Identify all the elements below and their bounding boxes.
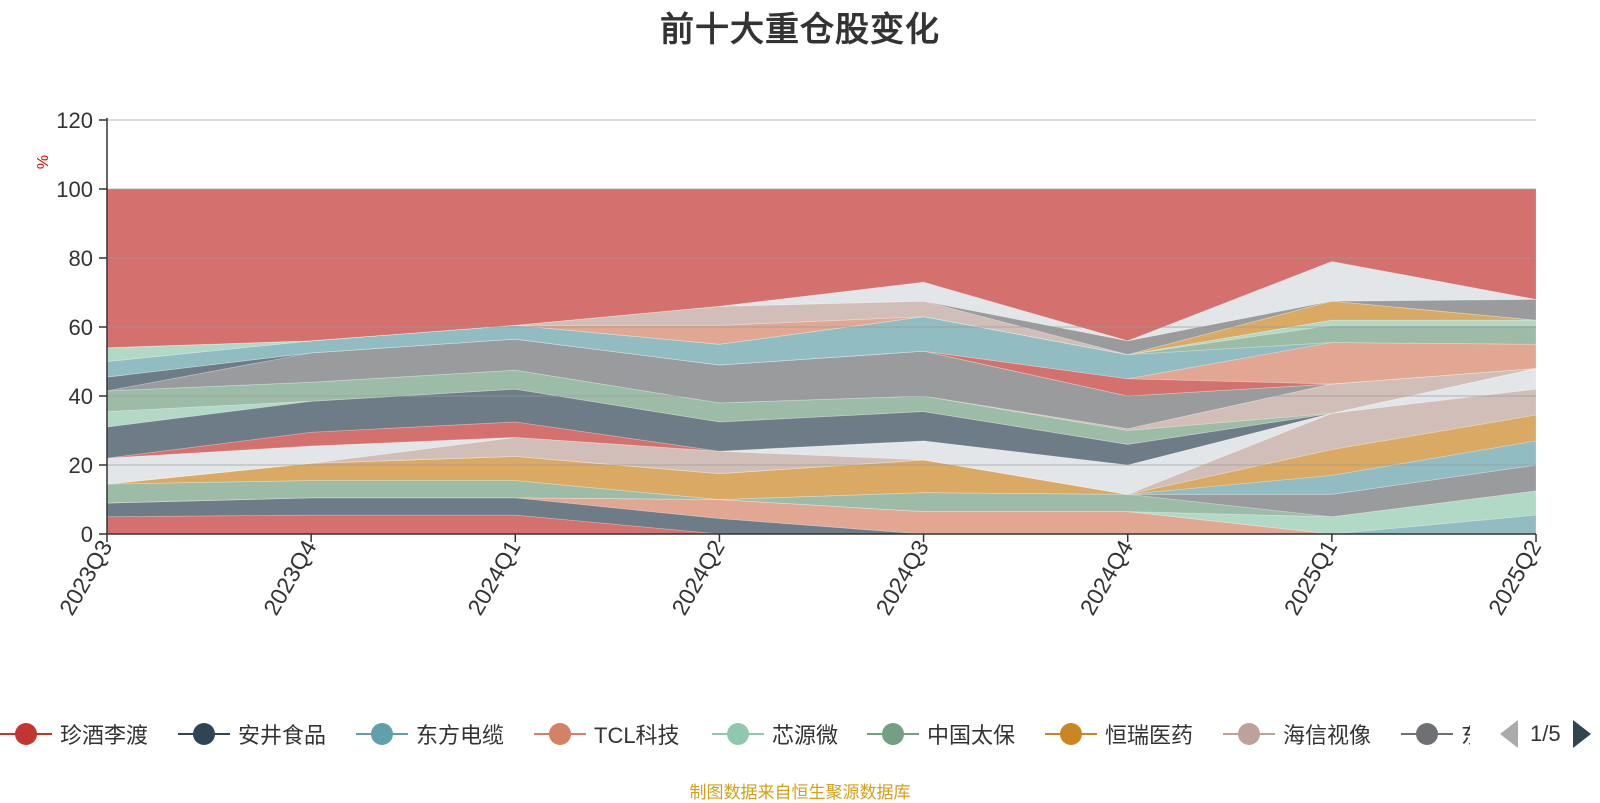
y-tick-label: 20 xyxy=(69,453,93,478)
area-band xyxy=(106,490,1537,535)
area-band xyxy=(106,497,1537,535)
legend-prev-icon[interactable] xyxy=(1500,720,1518,748)
legend-label: 东方电缆 xyxy=(416,723,505,748)
y-tick-label: 100 xyxy=(56,177,93,202)
legend-marker-icon xyxy=(178,722,230,746)
legend-label: TCL科技 xyxy=(594,723,680,748)
legend-item[interactable]: TCL科技 xyxy=(534,716,680,752)
x-tick-label: 2023Q4 xyxy=(258,535,322,619)
legend-marker-icon xyxy=(712,722,764,746)
legend-label: 东方雨虹 xyxy=(1461,718,1470,750)
area-band xyxy=(106,497,1536,535)
legend-marker-icon xyxy=(0,722,52,746)
legend-label: 海信视像 xyxy=(1283,723,1372,748)
legend-items: 珍酒李渡 安井食品 东方电缆 TCL科技 芯源微 中国太保 恒瑞医药 海信视像 东方雨虹 xyxy=(0,716,1470,756)
x-tick-label: 2025Q1 xyxy=(1279,536,1342,620)
legend-pager: 1/5 xyxy=(1500,716,1591,752)
x-tick-label: 2024Q3 xyxy=(870,536,933,620)
legend-label: 芯源微 xyxy=(772,723,839,748)
legend-marker-icon xyxy=(867,722,919,746)
legend-item[interactable]: 海信视像 xyxy=(1223,716,1371,752)
legend-label: 中国太保 xyxy=(927,723,1016,748)
legend-item[interactable]: 芯源微 xyxy=(712,716,838,752)
y-tick-label: 120 xyxy=(56,108,93,133)
legend-item[interactable]: 安井食品 xyxy=(178,716,326,752)
x-tick-label: 2025Q2 xyxy=(1483,536,1546,620)
legend-marker-icon xyxy=(356,722,408,746)
legend-item[interactable]: 恒瑞医药 xyxy=(1045,716,1193,752)
legend-label: 恒瑞医药 xyxy=(1105,723,1194,748)
y-axis-label: % xyxy=(35,155,52,169)
source-note: 制图数据来自恒生聚源数据库 xyxy=(689,783,911,802)
chart-title: 前十大重仓股变化 xyxy=(660,11,940,49)
y-tick-label: 40 xyxy=(69,384,93,409)
legend-item[interactable]: 珍酒李渡 xyxy=(0,716,148,752)
legend: 珍酒李渡 安井食品 东方电缆 TCL科技 芯源微 中国太保 恒瑞医药 海信视像 东方雨虹 1/5 xyxy=(0,716,1600,756)
legend-item[interactable]: 东方雨虹 xyxy=(1401,716,1470,752)
legend-label: 珍酒李渡 xyxy=(60,723,149,748)
area-band xyxy=(106,298,1537,356)
x-tick-label: 2024Q1 xyxy=(462,536,525,620)
x-tick-label: 2023Q3 xyxy=(54,536,117,620)
legend-marker-icon xyxy=(534,722,586,746)
y-tick-label: 0 xyxy=(81,522,93,547)
legend-marker-icon xyxy=(1401,722,1453,746)
legend-marker-icon xyxy=(1223,722,1275,746)
x-tick-label: 2024Q2 xyxy=(666,536,729,620)
legend-marker-icon xyxy=(1045,722,1097,746)
legend-next-icon[interactable] xyxy=(1572,720,1591,748)
legend-item[interactable]: 中国太保 xyxy=(867,716,1015,752)
legend-page-indicator: 1/5 xyxy=(1530,721,1561,746)
legend-item[interactable]: 东方电缆 xyxy=(356,716,504,752)
x-tick-label: 2024Q4 xyxy=(1075,535,1139,619)
y-tick-label: 60 xyxy=(69,315,93,340)
y-tick-label: 80 xyxy=(69,246,93,271)
legend-label: 安井食品 xyxy=(238,723,327,748)
